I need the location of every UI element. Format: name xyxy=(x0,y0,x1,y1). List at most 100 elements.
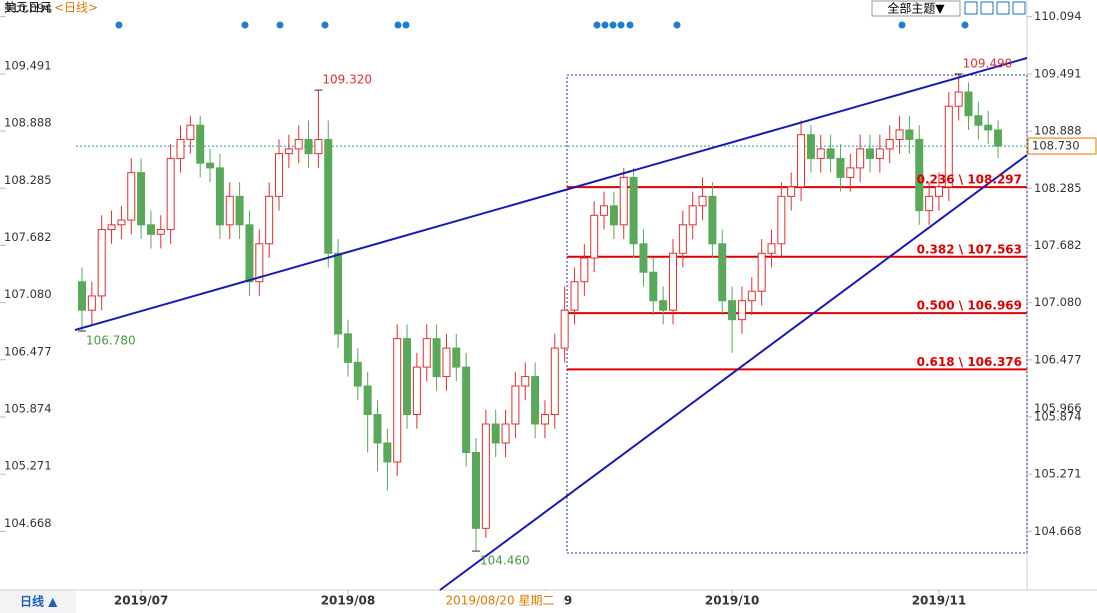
candle-body xyxy=(787,186,796,197)
event-dot[interactable] xyxy=(402,21,410,29)
candle-body xyxy=(728,300,737,321)
candle-body xyxy=(255,243,264,283)
candle-body xyxy=(816,148,825,159)
candle-body xyxy=(196,124,205,164)
candle-body xyxy=(777,195,786,245)
candle-body xyxy=(107,224,116,231)
candle-body xyxy=(895,129,904,140)
x-tick-label: 2019/11 xyxy=(912,594,966,608)
x-tick-label: 2019/08 xyxy=(321,594,375,608)
candle-body xyxy=(629,176,638,245)
candle-body xyxy=(97,229,106,297)
event-dot[interactable] xyxy=(673,21,681,29)
candle-body xyxy=(334,252,343,335)
cursor-price-label: 105.966 xyxy=(1034,401,1082,415)
extreme-label: 109.320 xyxy=(322,73,372,87)
chart-subtitle[interactable]: <日线> xyxy=(54,1,98,15)
candle-body xyxy=(934,186,943,197)
candle-body xyxy=(737,300,746,321)
event-dot[interactable] xyxy=(961,21,969,29)
candle-body xyxy=(511,385,520,425)
event-dot[interactable] xyxy=(394,21,402,29)
x-tick-label: 2019/10 xyxy=(705,594,759,608)
y-tick-label: 105.874 xyxy=(4,401,52,415)
candle-body xyxy=(275,153,283,197)
icon-button[interactable] xyxy=(996,1,1010,15)
icon-button[interactable] xyxy=(964,1,978,15)
y-tick-label: 110.094 xyxy=(4,1,52,15)
y-tick-label: 109.491 xyxy=(4,58,52,72)
cursor-date-box xyxy=(438,591,563,611)
event-dot[interactable] xyxy=(593,21,601,29)
candle-body xyxy=(156,229,165,235)
candle-body xyxy=(127,172,136,221)
candle-body xyxy=(78,281,86,311)
candle-body xyxy=(649,271,658,302)
theme-button[interactable]: 全部主题▼ xyxy=(887,1,945,16)
candle-body xyxy=(698,195,707,207)
candle-body xyxy=(137,172,146,226)
period-button[interactable]: 日线 ▲ xyxy=(20,594,58,609)
y-tick-label: 108.285 xyxy=(1034,181,1082,195)
candle-body xyxy=(866,148,874,159)
candle-body xyxy=(609,205,618,226)
candle-body xyxy=(797,134,806,188)
y-tick-label: 104.668 xyxy=(1034,524,1082,538)
candle-body xyxy=(304,138,313,155)
event-dot[interactable] xyxy=(241,21,249,29)
event-dot[interactable] xyxy=(617,21,625,29)
icon-button[interactable] xyxy=(1012,1,1026,15)
candle-body xyxy=(875,148,884,159)
y-tick-label: 107.080 xyxy=(4,287,52,301)
candle-body xyxy=(343,333,352,363)
candle-body xyxy=(560,309,569,349)
candle-body xyxy=(600,205,609,216)
y-tick-label: 106.477 xyxy=(4,344,52,358)
trend-lines xyxy=(74,57,1028,591)
candle-body xyxy=(905,129,914,140)
event-dot[interactable] xyxy=(626,21,634,29)
candle-body xyxy=(166,157,175,231)
trend-line[interactable] xyxy=(439,154,1028,591)
candle-body xyxy=(521,376,530,387)
fib-label: 0.618 \ 106.376 xyxy=(917,355,1022,369)
candle-body xyxy=(678,224,687,254)
candle-body xyxy=(688,205,697,226)
y-tick-label: 108.888 xyxy=(1034,124,1082,138)
extreme-label: 109.490 xyxy=(963,56,1013,70)
chart-title: 美元日元 xyxy=(4,1,52,15)
y-tick-label: 110.094 xyxy=(1034,9,1082,23)
candle-body xyxy=(146,224,155,235)
event-dot[interactable] xyxy=(321,21,329,29)
candle-body xyxy=(826,148,835,159)
candle-body xyxy=(915,138,924,212)
theme-button-box[interactable] xyxy=(871,0,961,17)
y-tick-label: 104.668 xyxy=(4,516,52,530)
candle-body xyxy=(540,414,549,425)
candle-body xyxy=(373,414,382,444)
candle-body xyxy=(403,338,412,416)
event-dot[interactable] xyxy=(601,21,609,29)
y-tick-label: 107.682 xyxy=(4,230,52,244)
candle-body xyxy=(806,134,815,159)
candle-body xyxy=(836,157,845,178)
candle-body xyxy=(856,148,865,169)
y-tick-label: 105.271 xyxy=(4,459,52,473)
event-dot[interactable] xyxy=(276,21,284,29)
candle-body xyxy=(235,195,244,226)
period-button-box[interactable] xyxy=(0,591,76,613)
icon-button[interactable] xyxy=(980,1,994,15)
event-dot[interactable] xyxy=(115,21,123,29)
candle-body xyxy=(452,347,461,368)
trend-line[interactable] xyxy=(74,57,1028,331)
candle-body xyxy=(639,243,648,273)
event-dot[interactable] xyxy=(609,21,617,29)
candle-body xyxy=(718,243,727,302)
candle-body xyxy=(176,138,185,159)
event-dot[interactable] xyxy=(898,21,906,29)
candle-body xyxy=(974,115,983,126)
candle-body xyxy=(324,138,333,254)
candle-body xyxy=(659,300,668,311)
candle-body xyxy=(580,257,589,283)
